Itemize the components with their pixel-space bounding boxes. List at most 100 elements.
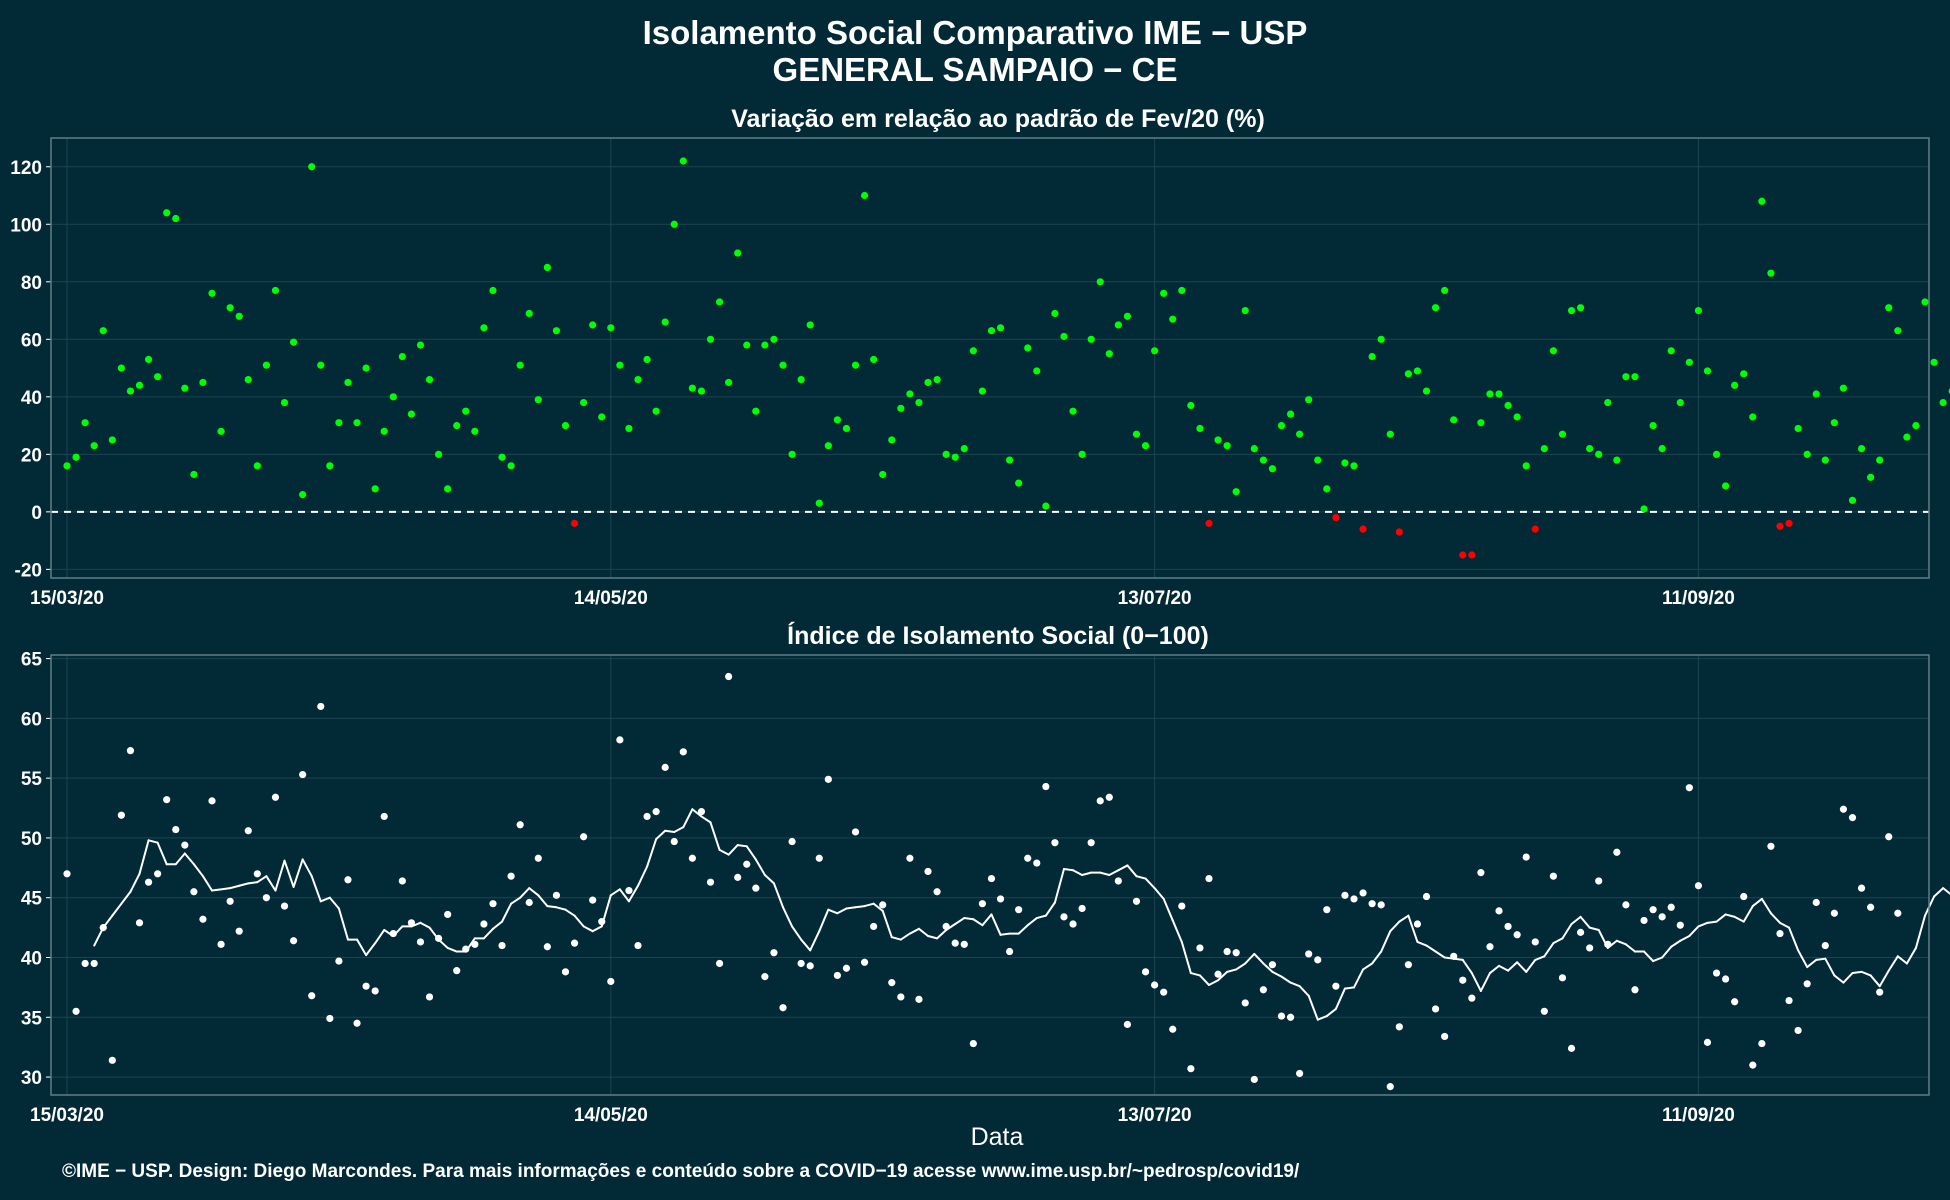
moving-average-segment (537, 894, 549, 908)
moving-average-segment (745, 845, 757, 861)
daily-point (897, 993, 905, 1001)
daily-point (589, 321, 597, 329)
daily-point (317, 702, 325, 711)
daily-point (688, 854, 696, 862)
daily-point (1558, 974, 1567, 982)
daily-point (1531, 525, 1539, 533)
daily-point (1160, 988, 1168, 996)
moving-average-segment (763, 874, 775, 885)
daily-point (915, 995, 923, 1003)
daily-point (1758, 1039, 1766, 1048)
daily-point (1377, 335, 1385, 343)
moving-average-segment (800, 938, 812, 952)
daily-point (1105, 793, 1113, 801)
daily-point (1114, 321, 1122, 329)
daily-point (1051, 839, 1059, 847)
daily-point (860, 958, 869, 966)
moving-average-segment (1244, 952, 1256, 965)
moving-average-segment (1217, 970, 1229, 982)
daily-point (1649, 906, 1657, 914)
daily-point (1259, 986, 1267, 994)
daily-point (643, 355, 651, 364)
daily-point (1042, 782, 1050, 791)
daily-point (1042, 502, 1050, 510)
moving-average-segment (1072, 869, 1084, 876)
moving-average-segment (809, 930, 821, 952)
daily-point (761, 973, 769, 981)
daily-point (380, 812, 388, 821)
daily-point (344, 876, 352, 884)
daily-point (1712, 969, 1721, 977)
daily-point (915, 398, 923, 407)
moving-average-segment (1389, 920, 1401, 933)
moving-average-segment (1153, 887, 1165, 900)
daily-point (362, 364, 370, 372)
moving-average-segment (446, 946, 458, 953)
daily-point (1595, 450, 1603, 458)
daily-point (652, 407, 660, 415)
daily-point (969, 347, 977, 355)
daily-point (1731, 998, 1739, 1006)
daily-point (353, 419, 361, 427)
moving-average-segment (1624, 943, 1636, 953)
daily-point (752, 407, 760, 415)
daily-point (1495, 907, 1503, 915)
daily-point (598, 413, 606, 421)
moving-average-segment (1343, 986, 1356, 990)
daily-point (489, 900, 497, 908)
moving-average-segment (664, 829, 676, 833)
daily-point (190, 888, 198, 896)
moving-average-segment (1788, 926, 1800, 952)
daily-point (253, 462, 261, 470)
daily-point (1296, 1069, 1304, 1078)
moving-average-segment (963, 917, 975, 921)
daily-point (1604, 398, 1612, 407)
plot-area (51, 655, 1929, 1095)
daily-point (1259, 456, 1267, 464)
plot-area (51, 138, 1929, 578)
daily-point (552, 327, 561, 335)
daily-point (1830, 419, 1838, 427)
daily-point (1196, 944, 1204, 952)
moving-average-segment (174, 852, 186, 866)
daily-point (1431, 304, 1440, 312)
daily-point (951, 939, 959, 947)
moving-average-segment (102, 914, 114, 929)
moving-average-segment (945, 923, 957, 931)
daily-point (1885, 833, 1893, 841)
daily-point (163, 209, 171, 217)
moving-average-segment (1371, 950, 1383, 965)
moving-average-segment (129, 872, 141, 893)
daily-point (507, 872, 515, 880)
y-tick-label: 55 (21, 769, 43, 790)
daily-point (1839, 805, 1848, 813)
daily-point (1749, 413, 1757, 421)
moving-average-segment (1316, 1015, 1328, 1021)
daily-point (1794, 1026, 1802, 1035)
daily-point (1839, 384, 1848, 392)
moving-average-segment (120, 890, 132, 905)
moving-average-segment (1198, 974, 1210, 986)
daily-point (1694, 882, 1703, 890)
y-tick-label: 100 (10, 215, 42, 236)
daily-point (715, 298, 724, 306)
daily-point (144, 878, 153, 886)
daily-point (217, 427, 225, 435)
daily-point (1703, 1038, 1712, 1046)
daily-point (1377, 901, 1385, 909)
moving-average-segment (1289, 981, 1301, 988)
daily-point (1504, 922, 1512, 931)
daily-point (299, 491, 307, 499)
daily-point (1386, 1083, 1394, 1091)
moving-average-segment (845, 906, 857, 910)
daily-point (308, 163, 316, 171)
daily-point (1015, 479, 1023, 487)
daily-point (308, 992, 316, 1000)
daily-point (1286, 1013, 1295, 1021)
moving-average-segment (1353, 968, 1365, 989)
daily-point (1576, 304, 1585, 312)
moving-average-segment (1407, 914, 1419, 943)
moving-average-segment (510, 896, 522, 905)
daily-point (1341, 459, 1349, 467)
moving-average-segment (1570, 915, 1582, 926)
